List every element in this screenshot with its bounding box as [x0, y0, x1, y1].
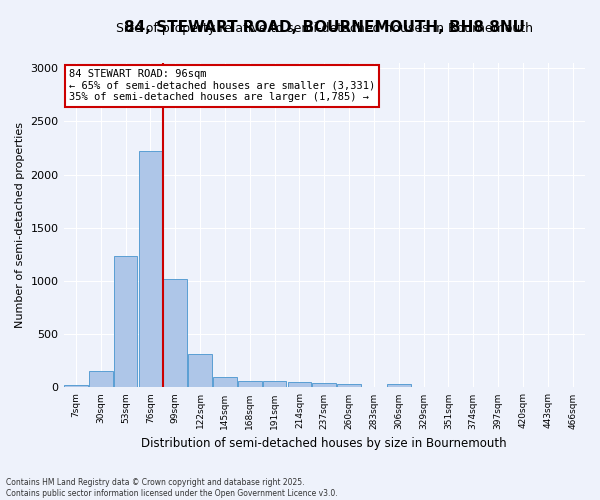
Text: 84, STEWART ROAD, BOURNEMOUTH, BH8 8NU: 84, STEWART ROAD, BOURNEMOUTH, BH8 8NU: [124, 20, 525, 35]
Bar: [139, 151, 162, 388]
Text: Contains HM Land Registry data © Crown copyright and database right 2025.
Contai: Contains HM Land Registry data © Crown c…: [6, 478, 338, 498]
Bar: [238, 380, 262, 388]
Y-axis label: Number of semi-detached properties: Number of semi-detached properties: [15, 122, 25, 328]
Bar: [64, 386, 88, 388]
Bar: [163, 279, 187, 388]
Bar: [89, 372, 113, 388]
Bar: [313, 383, 336, 388]
Bar: [387, 384, 410, 388]
Bar: [263, 380, 286, 388]
Text: 84 STEWART ROAD: 96sqm
← 65% of semi-detached houses are smaller (3,331)
35% of : 84 STEWART ROAD: 96sqm ← 65% of semi-det…: [69, 69, 375, 102]
Bar: [188, 354, 212, 388]
Title: Size of property relative to semi-detached houses in Bournemouth: Size of property relative to semi-detach…: [116, 22, 533, 35]
X-axis label: Distribution of semi-detached houses by size in Bournemouth: Distribution of semi-detached houses by …: [142, 437, 507, 450]
Bar: [213, 377, 237, 388]
Bar: [114, 256, 137, 388]
Bar: [287, 382, 311, 388]
Bar: [337, 384, 361, 388]
